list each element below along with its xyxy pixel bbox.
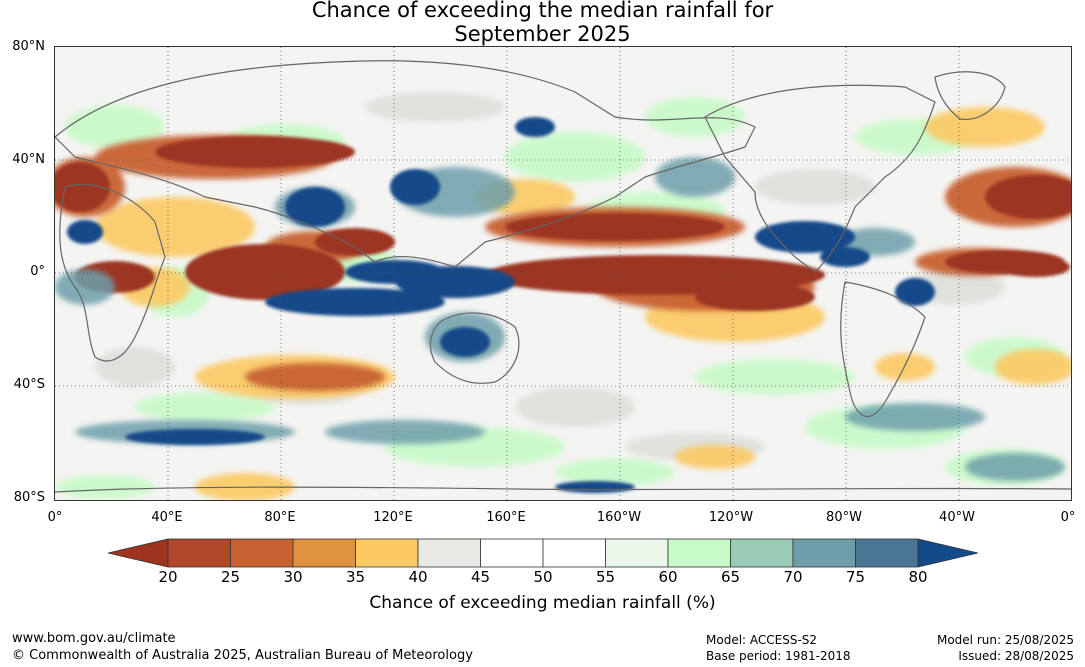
lon-label-40w: 40°W xyxy=(939,510,975,525)
lon-label-40e: 40°E xyxy=(151,510,183,525)
colorbar-tick: 30 xyxy=(283,568,303,586)
colorbar-tick: 80 xyxy=(908,568,928,586)
lon-label-160e: 160°E xyxy=(486,510,526,525)
website-link[interactable]: www.bom.gov.au/climate xyxy=(12,631,176,646)
graticule xyxy=(55,47,1071,500)
coastlines xyxy=(55,60,1071,493)
lon-label-80e: 80°E xyxy=(264,510,296,525)
greenland-outline xyxy=(934,71,1006,120)
south-america-outline xyxy=(840,281,926,417)
colorbar-swatch xyxy=(605,538,669,568)
africa-outline xyxy=(59,183,166,362)
colorbar-tick: 35 xyxy=(345,568,366,586)
colorbar-swatch xyxy=(230,538,294,568)
colorbar-swatch xyxy=(292,538,356,568)
colorbar-swatch xyxy=(542,538,606,568)
colorbar-tick: 45 xyxy=(470,568,491,586)
dry-strong-areas xyxy=(55,136,1071,311)
lon-label-120w: 120°W xyxy=(708,510,754,525)
title-line-2: September 2025 xyxy=(454,22,631,46)
colorbar-low-arrow xyxy=(108,538,169,568)
lon-label-0-east: 0° xyxy=(1060,510,1076,525)
colorbar-tick: 60 xyxy=(658,568,678,586)
colorbar-swatch xyxy=(855,538,919,568)
antarctica-outline xyxy=(55,486,1071,493)
lat-label-80n: 80°N xyxy=(12,39,45,54)
colorbar-swatch xyxy=(417,538,481,568)
issued-date: Issued: 28/08/2025 xyxy=(958,649,1074,663)
colorbar-tick: 25 xyxy=(220,568,241,586)
base-period: Base period: 1981-2018 xyxy=(706,649,851,663)
colorbar-tick: 55 xyxy=(595,568,616,586)
colorbar-swatch xyxy=(792,538,856,568)
colorbar-swatch xyxy=(167,538,231,568)
lon-label-0-west: 0° xyxy=(47,510,63,525)
lon-label-160w: 160°W xyxy=(596,510,642,525)
title-line-1: Chance of exceeding the median rainfall … xyxy=(311,0,774,22)
colorbar-high-arrow xyxy=(917,538,978,568)
colorbar-tick: 40 xyxy=(408,568,428,586)
model-run-date: Model run: 25/08/2025 xyxy=(936,633,1074,647)
rainfall-map xyxy=(54,46,1072,501)
colorbar-tick: 75 xyxy=(845,568,866,586)
lat-label-0: 0° xyxy=(30,264,45,279)
colorbar-swatch xyxy=(480,538,544,568)
map-title: Chance of exceeding the median rainfall … xyxy=(0,0,1085,46)
north-america-outline xyxy=(704,84,936,273)
colorbar-swatch xyxy=(355,538,419,568)
eurasia-outline xyxy=(55,60,756,268)
colorbar-tick: 50 xyxy=(533,568,553,586)
colorbar-swatch xyxy=(730,538,794,568)
colorbar-tick: 20 xyxy=(158,568,178,586)
lat-label-80s: 80°S xyxy=(13,490,45,505)
wet-strong-areas xyxy=(67,117,935,493)
australia-outline xyxy=(429,312,520,384)
rainfall-map-svg xyxy=(55,47,1071,500)
colorbar xyxy=(108,538,978,568)
lon-label-80w: 80°W xyxy=(826,510,862,525)
colorbar-tick: 70 xyxy=(783,568,803,586)
colorbar-swatch xyxy=(667,538,731,568)
lon-label-120e: 120°E xyxy=(373,510,413,525)
colorbar-label: Chance of exceeding median rainfall (%) xyxy=(369,593,716,613)
colorbar-tick: 65 xyxy=(720,568,741,586)
lat-label-40n: 40°N xyxy=(12,152,45,167)
model-name: Model: ACCESS-S2 xyxy=(706,633,818,647)
copyright-text: © Commonwealth of Australia 2025, Austra… xyxy=(12,648,473,663)
lat-label-40s: 40°S xyxy=(13,377,45,392)
